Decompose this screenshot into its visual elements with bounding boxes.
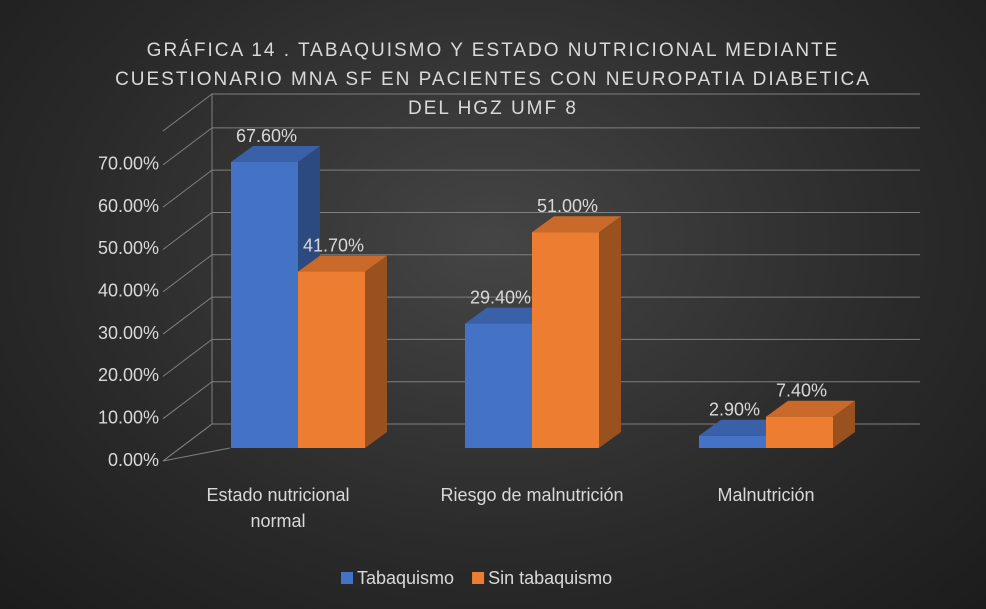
y-tick-label: 10.00% — [98, 407, 159, 427]
y-tick-label: 60.00% — [98, 196, 159, 216]
x-tick-label: Malnutrición — [717, 485, 815, 505]
grid-line — [162, 381, 920, 420]
bar-front — [699, 435, 766, 448]
bar-front — [532, 232, 599, 448]
grid-line — [162, 127, 920, 166]
legend-swatch — [341, 572, 353, 584]
bar-top — [766, 400, 855, 417]
floor-edge — [162, 447, 231, 462]
grid-line — [162, 338, 920, 377]
data-label: 2.90% — [709, 399, 760, 419]
y-tick-label: 0.00% — [108, 450, 159, 470]
data-label: 51.00% — [537, 196, 598, 216]
bar-side — [833, 400, 855, 448]
bar — [532, 216, 621, 448]
bar-top — [231, 146, 320, 162]
bar — [766, 400, 855, 448]
data-label: 67.60% — [236, 126, 297, 146]
bar-side — [365, 255, 387, 448]
x-tick-label: Riesgo de malnutrición — [440, 485, 624, 505]
y-tick-label: 20.00% — [98, 365, 159, 385]
legend-label: Tabaquismo — [357, 568, 454, 588]
bar — [298, 255, 387, 448]
x-tick-label: Estado nutricional normal — [206, 485, 350, 531]
data-label: 41.70% — [303, 235, 364, 255]
y-tick-label: 40.00% — [98, 281, 159, 301]
grid-line — [162, 169, 920, 208]
y-tick-label: 30.00% — [98, 323, 159, 343]
bar-front — [231, 162, 298, 448]
bar-side — [599, 216, 621, 448]
legend-label: Sin tabaquismo — [488, 568, 612, 588]
bar-front — [298, 271, 365, 448]
grid-line — [162, 211, 920, 250]
data-label: 29.40% — [470, 287, 531, 307]
chart-title: GRÁFICA 14 . TABAQUISMO Y ESTADO NUTRICI… — [115, 40, 871, 119]
bar-front — [465, 323, 532, 448]
bar-front — [766, 416, 833, 448]
side-wall — [162, 92, 213, 462]
grid-line — [162, 296, 920, 335]
data-label: 7.40% — [776, 380, 827, 400]
bar-top — [298, 255, 387, 272]
y-tick-label: 70.00% — [98, 154, 159, 174]
grid-line — [162, 423, 920, 462]
y-tick-label: 50.00% — [98, 238, 159, 258]
legend-swatch — [472, 572, 485, 584]
bar-top — [532, 216, 621, 233]
bar-top — [465, 307, 554, 324]
grid-line — [162, 254, 920, 293]
bar-top — [699, 419, 788, 436]
